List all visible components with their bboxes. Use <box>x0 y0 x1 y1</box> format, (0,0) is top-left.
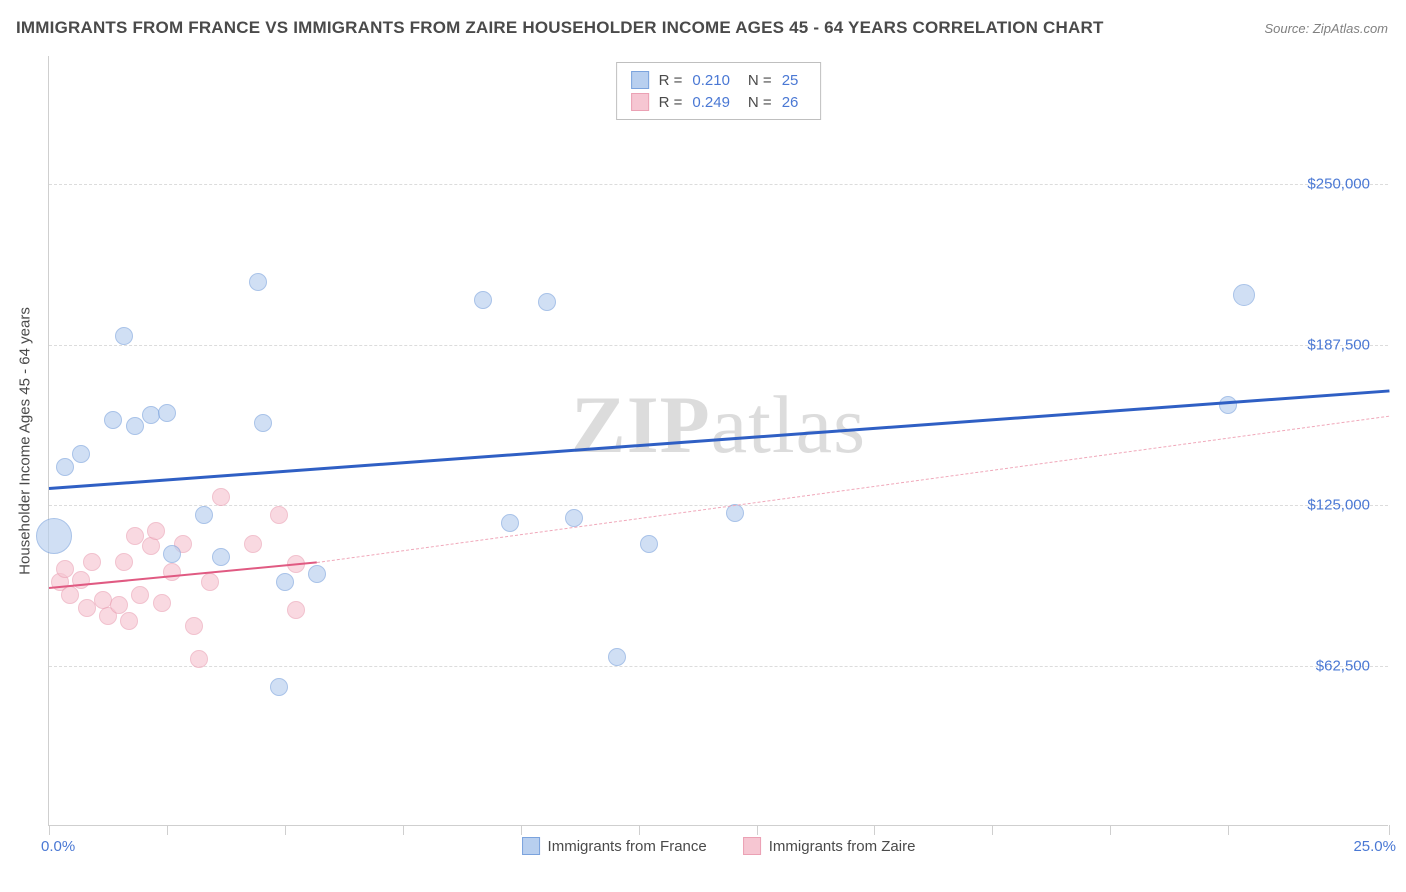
legend-n-label: N = <box>748 94 772 111</box>
data-point-france <box>1233 284 1255 306</box>
data-point-france <box>608 648 626 666</box>
x-tick <box>167 825 168 835</box>
data-point-zaire <box>61 586 79 604</box>
legend-series-label: Immigrants from France <box>548 838 707 855</box>
data-point-zaire <box>212 488 230 506</box>
gridline <box>49 666 1388 667</box>
legend-r-value: 0.249 <box>692 94 730 111</box>
y-tick-label: $125,000 <box>1307 497 1370 514</box>
x-tick <box>285 825 286 835</box>
data-point-zaire <box>163 563 181 581</box>
y-axis-title: Householder Income Ages 45 - 64 years <box>17 307 34 575</box>
trend-line <box>49 390 1389 491</box>
legend-series-label: Immigrants from Zaire <box>769 838 916 855</box>
y-tick-label: $250,000 <box>1307 176 1370 193</box>
legend-row-zaire: R = 0.249 N = 26 <box>631 91 807 113</box>
data-point-zaire <box>83 553 101 571</box>
x-tick <box>1228 825 1229 835</box>
data-point-france <box>163 545 181 563</box>
x-axis-max-label: 25.0% <box>1353 838 1396 855</box>
data-point-france <box>565 509 583 527</box>
watermark: ZIPatlas <box>571 378 866 472</box>
watermark-bold: ZIP <box>571 379 711 470</box>
data-point-zaire <box>190 650 208 668</box>
data-point-france <box>640 535 658 553</box>
data-point-france <box>308 565 326 583</box>
data-point-france <box>212 548 230 566</box>
correlation-legend: R = 0.210 N = 25 R = 0.249 N = 26 <box>616 62 822 120</box>
x-tick <box>1389 825 1390 835</box>
data-point-france <box>195 506 213 524</box>
data-point-france <box>1219 396 1237 414</box>
series-legend: Immigrants from France Immigrants from Za… <box>522 837 916 855</box>
gridline <box>49 184 1388 185</box>
data-point-france <box>158 404 176 422</box>
legend-swatch <box>743 837 761 855</box>
data-point-france <box>254 414 272 432</box>
chart-title: IMMIGRANTS FROM FRANCE VS IMMIGRANTS FRO… <box>16 18 1104 38</box>
data-point-france <box>270 678 288 696</box>
data-point-france <box>501 514 519 532</box>
data-point-france <box>104 411 122 429</box>
data-point-zaire <box>120 612 138 630</box>
y-tick-label: $62,500 <box>1316 657 1370 674</box>
watermark-rest: atlas <box>711 379 866 470</box>
x-tick <box>992 825 993 835</box>
data-point-france <box>142 406 160 424</box>
data-point-zaire <box>287 601 305 619</box>
data-point-france <box>538 293 556 311</box>
data-point-france <box>72 445 90 463</box>
data-point-france <box>249 273 267 291</box>
data-point-france <box>115 327 133 345</box>
data-point-zaire <box>270 506 288 524</box>
legend-n-value: 25 <box>782 72 799 89</box>
x-tick <box>49 825 50 835</box>
trend-line <box>317 415 1389 562</box>
legend-r-label: R = <box>659 94 683 111</box>
data-point-zaire <box>185 617 203 635</box>
legend-n-label: N = <box>748 72 772 89</box>
legend-row-france: R = 0.210 N = 25 <box>631 69 807 91</box>
data-point-france <box>474 291 492 309</box>
legend-n-value: 26 <box>782 94 799 111</box>
data-point-zaire <box>147 522 165 540</box>
legend-item-france: Immigrants from France <box>522 837 707 855</box>
data-point-zaire <box>115 553 133 571</box>
data-point-zaire <box>56 560 74 578</box>
x-tick <box>1110 825 1111 835</box>
chart-plot-area: Householder Income Ages 45 - 64 years ZI… <box>48 56 1388 826</box>
legend-swatch <box>522 837 540 855</box>
data-point-zaire <box>244 535 262 553</box>
data-point-zaire <box>142 537 160 555</box>
gridline <box>49 345 1388 346</box>
data-point-france <box>56 458 74 476</box>
source-attribution: Source: ZipAtlas.com <box>1264 21 1388 36</box>
legend-swatch <box>631 93 649 111</box>
legend-item-zaire: Immigrants from Zaire <box>743 837 916 855</box>
gridline <box>49 505 1388 506</box>
data-point-france <box>36 518 72 554</box>
legend-swatch <box>631 71 649 89</box>
legend-r-label: R = <box>659 72 683 89</box>
x-tick <box>403 825 404 835</box>
data-point-france <box>276 573 294 591</box>
data-point-zaire <box>201 573 219 591</box>
data-point-zaire <box>131 586 149 604</box>
x-tick <box>874 825 875 835</box>
x-tick <box>639 825 640 835</box>
x-axis-min-label: 0.0% <box>41 838 75 855</box>
x-tick <box>757 825 758 835</box>
legend-r-value: 0.210 <box>692 72 730 89</box>
data-point-zaire <box>153 594 171 612</box>
x-tick <box>521 825 522 835</box>
data-point-france <box>126 417 144 435</box>
data-point-zaire <box>126 527 144 545</box>
y-tick-label: $187,500 <box>1307 336 1370 353</box>
